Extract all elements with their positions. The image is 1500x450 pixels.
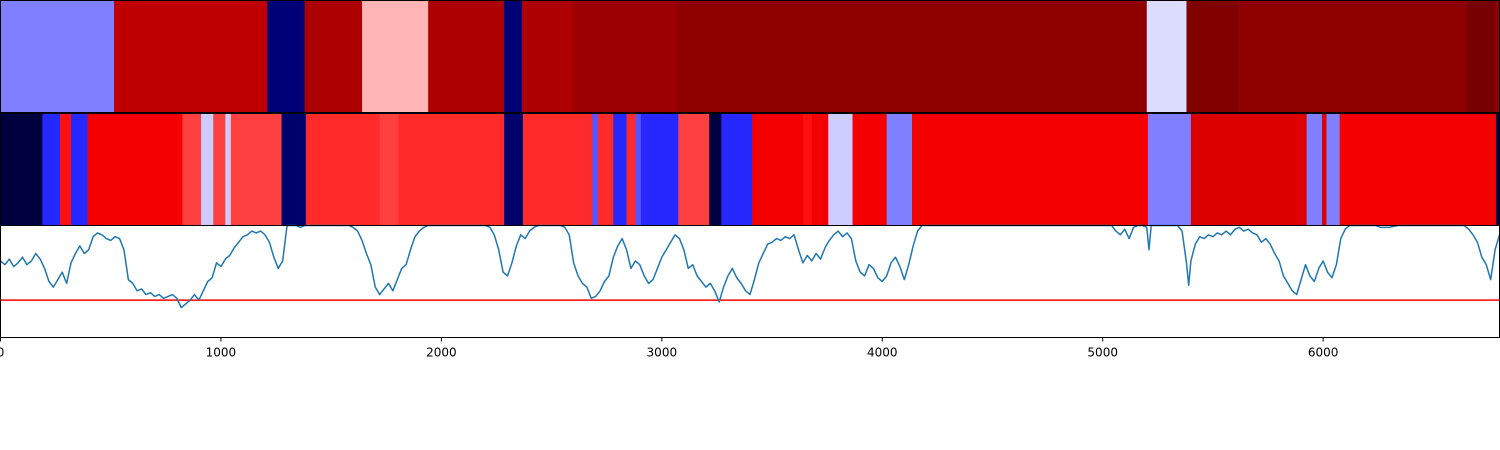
band-2-segment-34 [1190,113,1308,226]
x-axis: 0 1000 2000 3000 4000 5000 6000 [0,337,1339,360]
heatmap-band-1 [0,0,1500,113]
band-2-segment-12 [305,113,381,226]
band-2-segment-13 [379,113,399,226]
band-2-segment-11 [281,113,307,226]
band-2-segment-39 [1496,113,1500,226]
heatmap-band-2 [0,113,1500,226]
band-1-segment-9 [572,0,677,113]
band-2-segment-24 [709,113,722,226]
band-2-segment-17 [592,113,599,226]
band-2-segment-14 [398,113,505,226]
band-2-segment-1 [0,113,43,226]
band-2-segment-26 [752,113,804,226]
band-2-segment-21 [635,113,642,226]
band-2-segment-31 [886,113,913,226]
x-tick-label: 1000 [206,346,237,360]
x-tick-label: 4000 [867,346,898,360]
band-2-segment-15 [504,113,524,226]
x-tick-label: 0 [0,346,4,360]
band-2-segment-37 [1326,113,1341,226]
x-tick-label: 6000 [1308,346,1339,360]
band-2-segment-19 [613,113,627,226]
band-1-segment-7 [504,0,523,113]
band-1-segment-13 [1238,0,1467,113]
band-2-segment-33 [1147,113,1192,226]
band-2-segment-20 [626,113,636,226]
band-2-segment-30 [852,113,888,226]
band-1-segment-11 [1146,0,1187,113]
band-2-segment-5 [87,113,183,226]
band-1-segment-12 [1186,0,1239,113]
band-2-segment-2 [42,113,61,226]
band-1-segment-14 [1466,0,1496,113]
band-2-segment-16 [522,113,593,226]
band-2-segment-36 [1322,113,1327,226]
band-1-segment-15 [1495,0,1500,113]
band-1-segment-1 [0,0,115,113]
band-2-segment-27 [802,113,813,226]
heatmap-bands [0,0,1500,226]
band-1-segment-10 [676,0,1148,113]
band-2-segment-4 [71,113,88,226]
band-1-segment-4 [304,0,363,113]
band-2-segment-3 [60,113,72,226]
x-tick-label: 2000 [426,346,457,360]
band-2-segment-22 [640,113,679,226]
band-2-segment-23 [678,113,710,226]
band-2-segment-7 [201,113,214,226]
band-1-segment-6 [428,0,505,113]
line-panel [0,224,1500,338]
band-1-segment-3 [267,0,306,113]
line-panel-frame [0,225,1500,338]
band-1-segment-8 [521,0,573,113]
x-tick-label: 5000 [1087,346,1118,360]
band-2-segment-28 [811,113,829,226]
series-line [0,224,1500,309]
band-2-segment-35 [1306,113,1323,226]
band-2-segment-6 [182,113,202,226]
band-2-segment-29 [828,113,853,226]
band-2-segment-18 [597,113,614,226]
band-2-segment-32 [912,113,1149,226]
band-2-segment-38 [1339,113,1497,226]
band-2-segment-8 [213,113,226,226]
band-1-segment-2 [114,0,268,113]
band-2-segment-10 [230,113,282,226]
band-2-segment-9 [225,113,232,226]
x-tick-label: 3000 [647,346,678,360]
band-2-segment-25 [721,113,753,226]
band-1-segment-5 [362,0,429,113]
